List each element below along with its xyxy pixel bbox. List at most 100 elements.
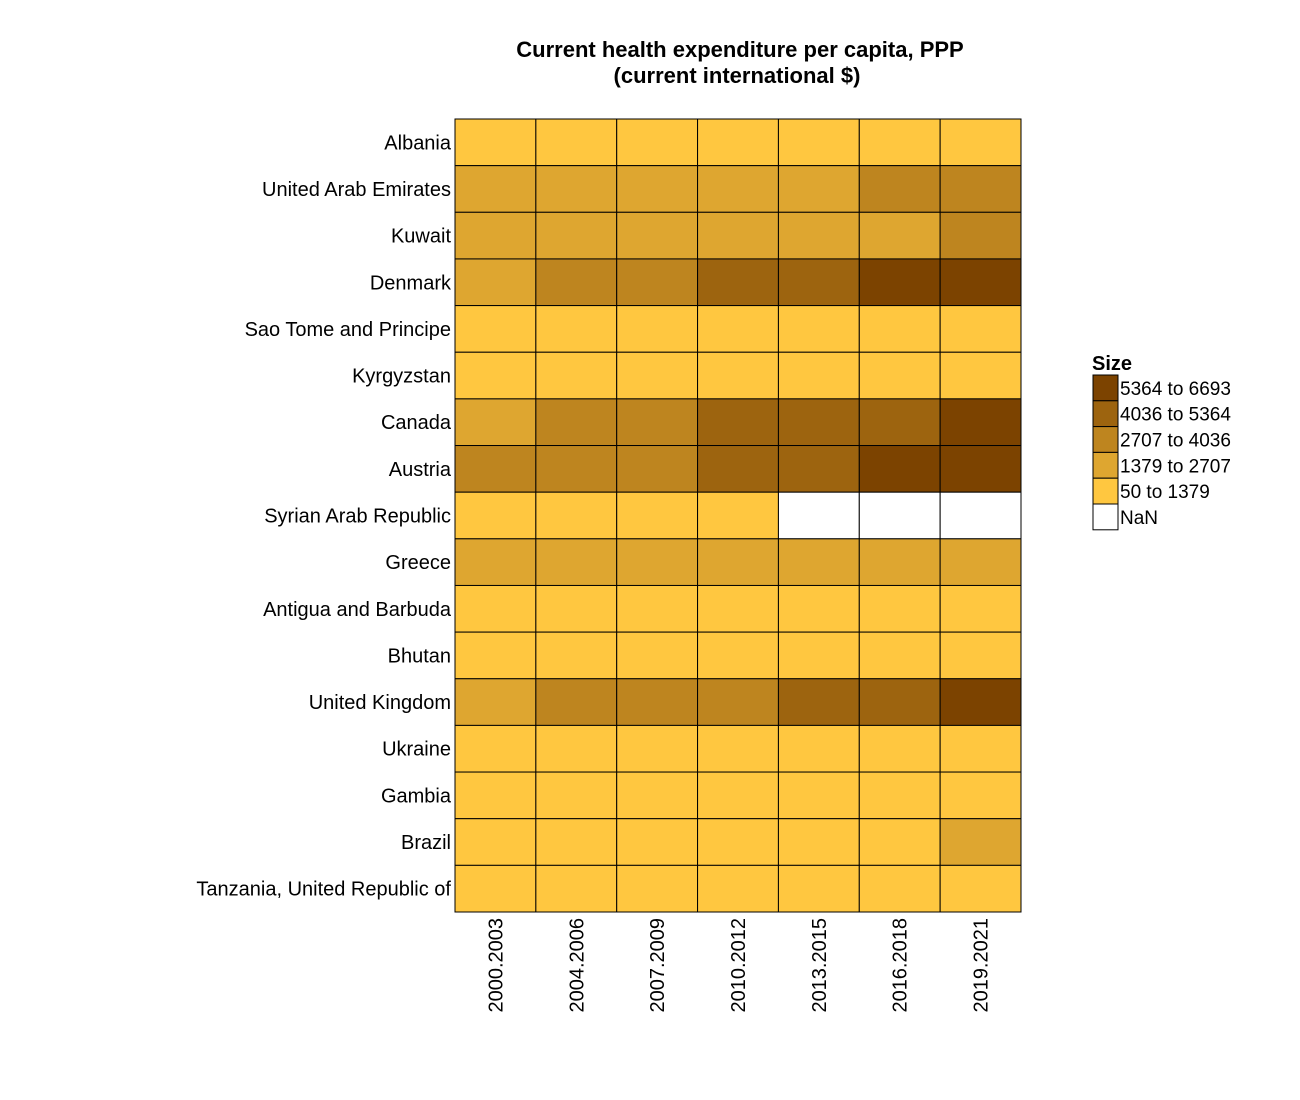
heatmap-cell [939,538,1022,586]
row-label: Syrian Arab Republic [264,506,451,528]
heatmap-cell [777,491,860,540]
heatmap-cell [616,445,699,493]
heatmap-cell [535,864,618,913]
legend-label: 1379 to 2707 [1120,456,1231,477]
heatmap-cell [697,305,779,353]
legend-swatch [1092,400,1119,428]
heatmap-cell [777,445,860,493]
legend: Size 5364 to 6693 4036 to 5364 2707 to 403… [1092,353,1231,531]
row-label: Austria [389,459,452,481]
heatmap-cell [697,538,779,586]
legend-label: 4036 to 5364 [1120,405,1231,426]
heatmap-cell [939,351,1022,400]
heatmap-cell [616,631,699,680]
heatmap-cell [535,118,618,167]
heatmap-cell [616,864,699,913]
heatmap-cell [858,584,941,633]
legend-title: Size [1092,353,1132,375]
heatmap-cell [939,305,1022,353]
heatmap-cell [777,351,860,400]
heatmap-cell [777,678,860,726]
heatmap-cell [697,491,779,540]
heatmap-cell [697,351,779,400]
heatmap-cell [535,305,618,353]
heatmap-cell [697,118,779,167]
heatmap-cell [697,258,779,307]
heatmap-cell [697,864,779,913]
heatmap-cell [939,584,1022,633]
heatmap-cell [454,118,537,167]
heatmap-cell [454,398,537,447]
heatmap-cell [697,584,779,633]
heatmap-cell [535,631,618,680]
heatmap-cell [939,631,1022,680]
heatmap-cell [535,678,618,726]
heatmap-cell [777,211,860,260]
heatmap-cell [616,118,699,167]
heatmap-cell [616,211,699,260]
heatmap-cell [858,631,941,680]
chart-title-line2: (current international $) [614,63,861,88]
legend-swatch [1092,477,1119,505]
heatmap-cell [858,538,941,586]
heatmap-cell [697,211,779,260]
heatmap-cell [454,678,537,726]
heatmap-cell [616,724,699,773]
legend-swatch [1092,503,1119,531]
legend-swatch [1092,426,1119,453]
heatmap-cell [535,724,618,773]
heatmap-cell [454,864,537,913]
row-label: Brazil [401,832,451,854]
heatmap-cell [454,305,537,353]
heatmap-cell [777,538,860,586]
heatmap-cell [858,118,941,167]
heatmap-cell [535,491,618,540]
heatmap-cell [535,211,618,260]
heatmap-cell [939,491,1022,540]
row-label: United Kingdom [309,692,451,714]
heatmap-cell [858,351,941,400]
heatmap-cell [535,771,618,820]
heatmap-cell [535,445,618,493]
heatmap-cell [535,165,618,213]
heatmap-cell [697,631,779,680]
heatmap-cell [616,818,699,866]
row-label: United Arab Emirates [262,179,451,201]
heatmap-cell [697,771,779,820]
heatmap-cell [858,258,941,307]
heatmap-cell [454,445,537,493]
heatmap-cell [616,678,699,726]
heatmap-cell [777,771,860,820]
heatmap-cell [454,538,537,586]
heatmap-cell [616,398,699,447]
heatmap-cell [616,351,699,400]
row-label: Denmark [370,272,452,294]
row-label: Canada [381,412,452,434]
heatmap-cell [616,491,699,540]
heatmap-cell [939,678,1022,726]
column-labels: 2000.2003 2004.2006 2007.2009 2010.2012 2013… [485,918,992,1013]
column-label: 2019.2021 [971,918,993,1013]
heatmap-cell [858,771,941,820]
heatmap-cell [777,258,860,307]
column-label: 2010.2012 [728,918,750,1013]
heatmap-cell [777,165,860,213]
row-label: Kyrgyzstan [352,366,451,388]
heatmap-cell [939,864,1022,913]
heatmap-cell [858,165,941,213]
heatmap-cell [535,538,618,586]
chart-title-line1: Current health expenditure per capita, P… [516,37,963,62]
heatmap-cell [616,165,699,213]
heatmap-cell [777,584,860,633]
heatmap-cell [535,818,618,866]
column-label: 2007.2009 [647,918,669,1013]
row-label: Tanzania, United Republic of [196,879,451,901]
heatmap-cell [535,258,618,307]
heatmap-cell [535,351,618,400]
legend-label: 5364 to 6693 [1120,379,1231,400]
heatmap-cell [858,818,941,866]
column-label: 2000.2003 [485,918,507,1013]
row-label: Antigua and Barbuda [263,599,452,621]
heatmap-cell [697,445,779,493]
column-label: 2016.2018 [890,918,912,1013]
